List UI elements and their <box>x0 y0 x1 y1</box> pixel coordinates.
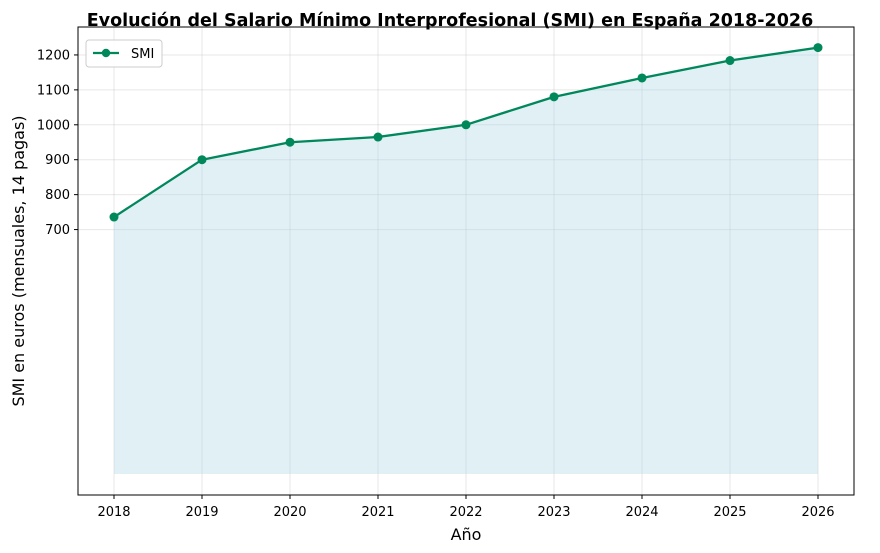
smi-data-point <box>549 92 559 102</box>
x-tick-label: 2023 <box>537 505 570 520</box>
legend: SMI <box>85 39 163 68</box>
smi-data-point <box>725 56 735 66</box>
series-point-layer <box>109 43 823 222</box>
y-tick-label: 1000 <box>37 118 70 133</box>
x-tick-label: 2022 <box>449 505 482 520</box>
x-tick-label: 2026 <box>801 505 834 520</box>
smi-data-point <box>197 155 207 165</box>
chart-title: Evolución del Salario Mínimo Interprofes… <box>87 11 814 31</box>
y-axis-title: SMI en euros (mensuales, 14 pagas) <box>9 115 28 406</box>
y-tick-label: 900 <box>45 153 70 168</box>
smi-data-point <box>109 212 119 222</box>
smi-data-point <box>373 132 383 142</box>
y-tick-label: 1200 <box>37 48 70 63</box>
smi-data-point <box>461 120 471 130</box>
smi-data-point <box>285 137 295 147</box>
smi-data-point <box>813 43 823 53</box>
x-tick-label: 2021 <box>361 505 394 520</box>
x-axis: 2018 2019 2020 2021 2022 2023 2024 2025 2026 <box>97 495 835 520</box>
x-tick-label: 2018 <box>97 505 130 520</box>
y-tick-label: 1100 <box>37 83 70 98</box>
y-tick-label: 700 <box>45 223 70 238</box>
smi-area-fill <box>114 47 818 475</box>
x-axis-title: Año <box>451 525 482 544</box>
legend-label: SMI <box>131 47 154 62</box>
smi-data-point <box>637 73 647 83</box>
y-axis: 700 800 900 1000 1100 1200 <box>37 48 78 238</box>
x-tick-label: 2020 <box>273 505 306 520</box>
legend-marker-swatch <box>101 48 111 58</box>
legend-box <box>85 39 163 68</box>
x-tick-label: 2019 <box>185 505 218 520</box>
area-fill-layer <box>114 47 818 475</box>
y-tick-label: 800 <box>45 188 70 203</box>
x-tick-label: 2025 <box>713 505 746 520</box>
x-tick-label: 2024 <box>625 505 658 520</box>
